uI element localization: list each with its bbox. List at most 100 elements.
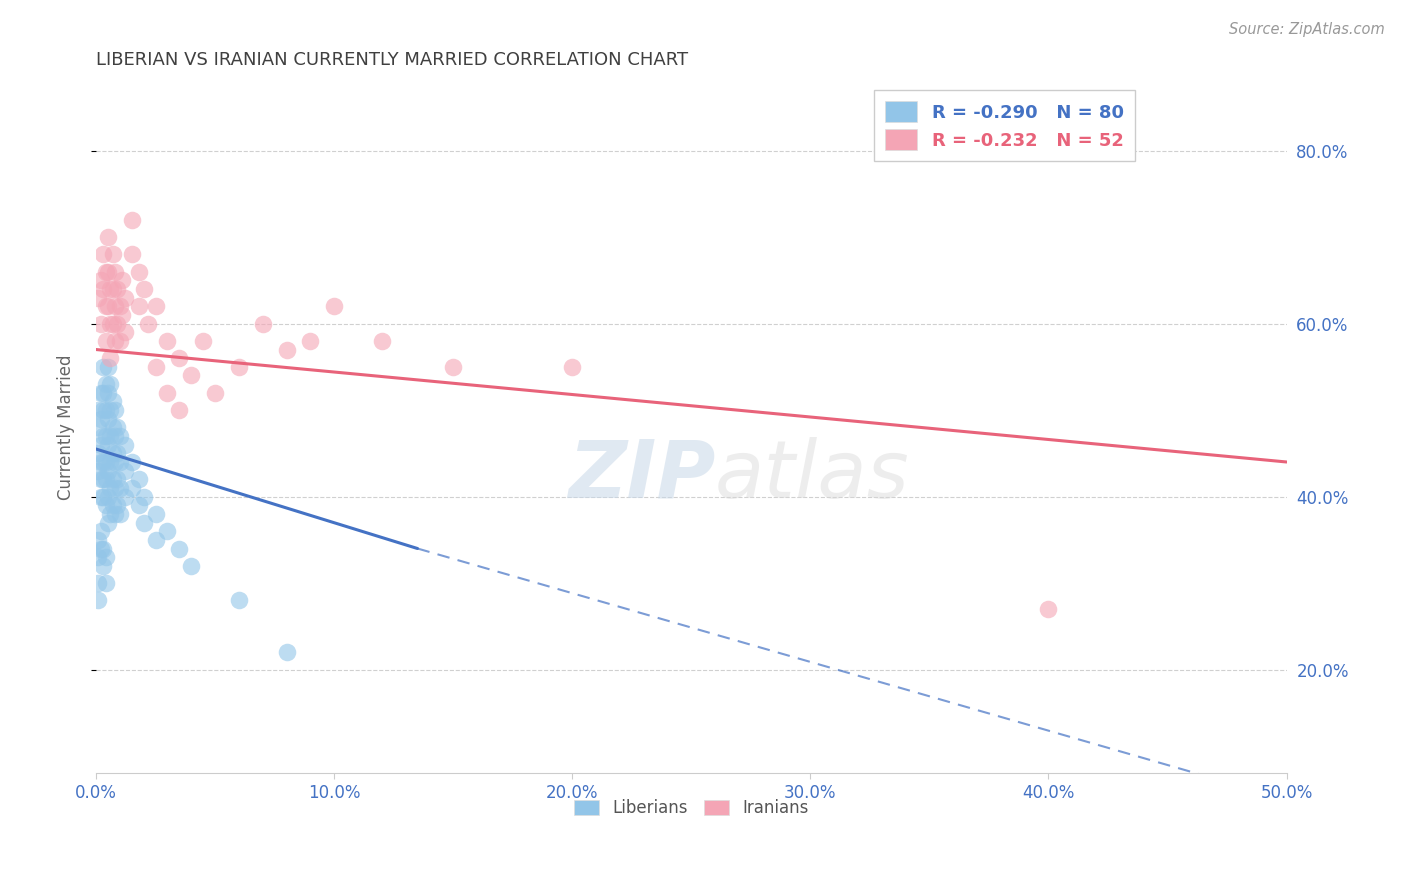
Point — [108, 334, 131, 348]
Text: Source: ZipAtlas.com: Source: ZipAtlas.com — [1229, 22, 1385, 37]
Point — [97, 265, 120, 279]
Point — [138, 317, 160, 331]
Point — [94, 265, 117, 279]
Point — [98, 282, 121, 296]
Point — [97, 516, 120, 530]
Point — [101, 420, 124, 434]
Point — [94, 498, 117, 512]
Point — [107, 317, 129, 331]
Point — [87, 593, 110, 607]
Text: atlas: atlas — [716, 437, 910, 515]
Point — [97, 490, 120, 504]
Point — [90, 541, 112, 556]
Point — [114, 291, 136, 305]
Point — [114, 438, 136, 452]
Point — [97, 385, 120, 400]
Point — [104, 334, 127, 348]
Point — [104, 299, 127, 313]
Point — [114, 325, 136, 339]
Point — [128, 299, 150, 313]
Point — [561, 359, 583, 374]
Point — [94, 472, 117, 486]
Point — [101, 282, 124, 296]
Point — [97, 230, 120, 244]
Point — [371, 334, 394, 348]
Point — [104, 507, 127, 521]
Point — [276, 645, 298, 659]
Point — [104, 481, 127, 495]
Point — [107, 446, 129, 460]
Point — [87, 576, 110, 591]
Point — [87, 464, 110, 478]
Point — [91, 359, 114, 374]
Point — [90, 438, 112, 452]
Point — [87, 550, 110, 565]
Point — [90, 273, 112, 287]
Point — [108, 455, 131, 469]
Point — [1038, 602, 1060, 616]
Point — [104, 455, 127, 469]
Point — [228, 593, 250, 607]
Point — [107, 472, 129, 486]
Point — [114, 490, 136, 504]
Point — [145, 507, 167, 521]
Point — [132, 282, 155, 296]
Point — [132, 516, 155, 530]
Point — [97, 299, 120, 313]
Point — [180, 558, 202, 573]
Point — [156, 334, 179, 348]
Point — [90, 317, 112, 331]
Point — [98, 481, 121, 495]
Point — [101, 394, 124, 409]
Point — [90, 411, 112, 425]
Point — [204, 385, 226, 400]
Point — [145, 359, 167, 374]
Point — [132, 490, 155, 504]
Point — [121, 481, 143, 495]
Point — [87, 420, 110, 434]
Point — [128, 472, 150, 486]
Point — [98, 377, 121, 392]
Point — [107, 282, 129, 296]
Point — [98, 455, 121, 469]
Point — [111, 308, 134, 322]
Point — [91, 429, 114, 443]
Point — [94, 403, 117, 417]
Point — [169, 403, 191, 417]
Point — [97, 359, 120, 374]
Point — [128, 265, 150, 279]
Point — [145, 299, 167, 313]
Text: ZIP: ZIP — [568, 437, 716, 515]
Point — [98, 403, 121, 417]
Point — [276, 343, 298, 357]
Point — [101, 446, 124, 460]
Point — [323, 299, 346, 313]
Point — [101, 247, 124, 261]
Point — [91, 385, 114, 400]
Point — [97, 411, 120, 425]
Point — [104, 403, 127, 417]
Point — [90, 490, 112, 504]
Point — [91, 558, 114, 573]
Point — [101, 498, 124, 512]
Point — [180, 368, 202, 383]
Point — [121, 247, 143, 261]
Point — [98, 429, 121, 443]
Point — [101, 317, 124, 331]
Point — [97, 464, 120, 478]
Point — [128, 498, 150, 512]
Point — [169, 541, 191, 556]
Point — [108, 507, 131, 521]
Point — [94, 550, 117, 565]
Point — [108, 299, 131, 313]
Point — [156, 385, 179, 400]
Point — [441, 359, 464, 374]
Point — [91, 247, 114, 261]
Point — [94, 299, 117, 313]
Point — [145, 533, 167, 547]
Point — [94, 455, 117, 469]
Point — [108, 481, 131, 495]
Point — [90, 524, 112, 539]
Point — [104, 265, 127, 279]
Point — [121, 455, 143, 469]
